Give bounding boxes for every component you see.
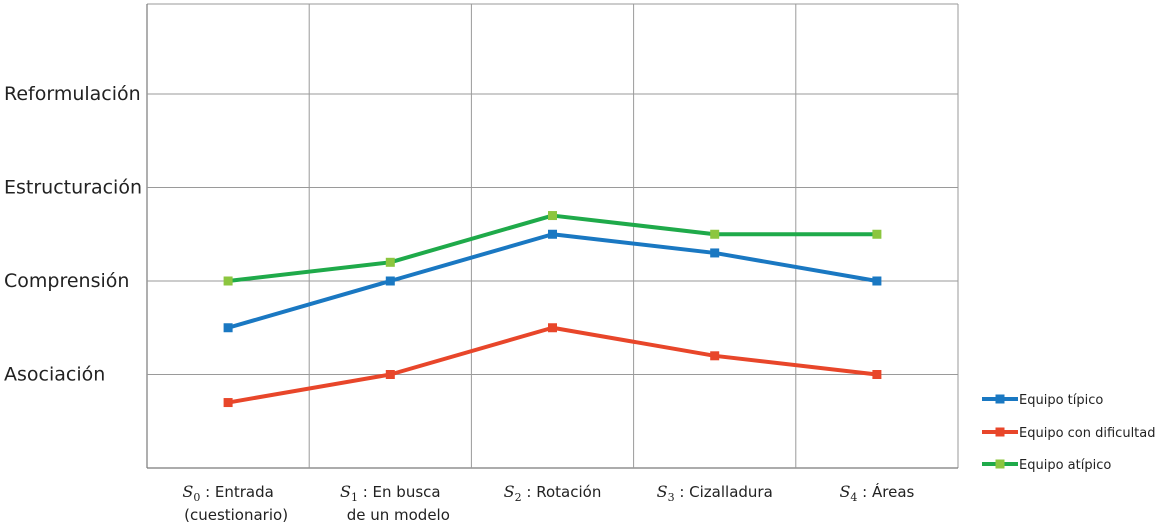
data-point: [223, 323, 233, 333]
data-point: [548, 211, 557, 221]
x-tick-label-line1: S1 : En busca: [340, 482, 441, 504]
x-tick-label-line2: de un modelo: [347, 506, 450, 524]
data-point: [710, 248, 720, 258]
x-tick-label: S1 : En busca de un modelo: [340, 482, 450, 524]
grid: [146, 3, 959, 469]
legend-swatch-marker: [995, 459, 1005, 469]
legend-label: Equipo con dificultad: [1019, 426, 1156, 441]
data-point: [223, 398, 233, 408]
x-tick-text: : Rotación: [522, 483, 602, 501]
data-point: [385, 370, 395, 379]
x-tick-label-line1: S2 : Rotación: [504, 482, 602, 504]
x-tick-symbol: S: [182, 482, 193, 501]
x-tick-text: : Cizalladura: [675, 483, 773, 501]
x-tick-label-line2: (cuestionario): [184, 506, 288, 524]
x-tick-text: : En busca: [358, 483, 441, 501]
data-point: [872, 370, 882, 379]
data-point: [548, 229, 557, 239]
data-point: [710, 351, 720, 361]
x-tick-label: S4 : Áreas: [839, 482, 914, 504]
x-tick-label: S0 : Entrada (cuestionario): [182, 482, 288, 524]
y-axis-labels: Asociación Comprensión Estructuración Refor…: [4, 83, 142, 386]
y-level-label: Comprensión: [4, 270, 129, 292]
x-axis-labels: S0 : Entrada(cuestionario)S1 : En buscad…: [182, 482, 914, 524]
legend: Equipo típico Equipo con dificultad Equipo…: [982, 393, 1156, 473]
x-tick-subscript: 3: [668, 491, 675, 504]
data-point: [385, 276, 395, 286]
legend-label: Equipo típico: [1019, 393, 1103, 408]
data-point: [872, 229, 882, 239]
series-line: [227, 325, 878, 405]
legend-label: Equipo atípico: [1019, 458, 1111, 473]
y-level-label: Estructuración: [4, 177, 142, 199]
x-tick-label-line1: S4 : Áreas: [839, 482, 914, 504]
legend-item: Equipo atípico: [982, 458, 1111, 473]
data-point: [223, 276, 233, 286]
x-tick-subscript: 1: [351, 491, 358, 504]
legend-item: Equipo típico: [982, 393, 1103, 408]
y-level-label: Reformulación: [4, 83, 141, 105]
data-point: [548, 323, 557, 333]
x-tick-label-line1: S0 : Entrada: [182, 482, 274, 504]
x-tick-symbol: S: [340, 482, 351, 501]
x-tick-label: S3 : Cizalladura: [657, 482, 773, 504]
series-line: [227, 213, 877, 283]
legend-item: Equipo con dificultad: [982, 426, 1156, 441]
series-markers: [223, 211, 882, 408]
data-point: [710, 229, 720, 239]
x-tick-subscript: 2: [515, 491, 522, 504]
x-tick-label-line1: S3 : Cizalladura: [657, 482, 773, 504]
y-level-label: Asociación: [4, 364, 105, 386]
x-tick-text: : Entrada: [200, 483, 274, 501]
x-tick-subscript: 4: [850, 491, 857, 504]
x-tick-subscript: 0: [193, 491, 200, 504]
x-tick-label: S2 : Rotación: [504, 482, 602, 504]
x-tick-symbol: S: [839, 482, 850, 501]
data-point: [872, 276, 882, 286]
x-tick-text: : Áreas: [857, 482, 914, 501]
x-tick-symbol: S: [504, 482, 515, 501]
legend-swatch-marker: [995, 427, 1005, 437]
data-point: [385, 257, 395, 267]
x-tick-symbol: S: [657, 482, 668, 501]
legend-swatch-marker: [995, 394, 1005, 404]
